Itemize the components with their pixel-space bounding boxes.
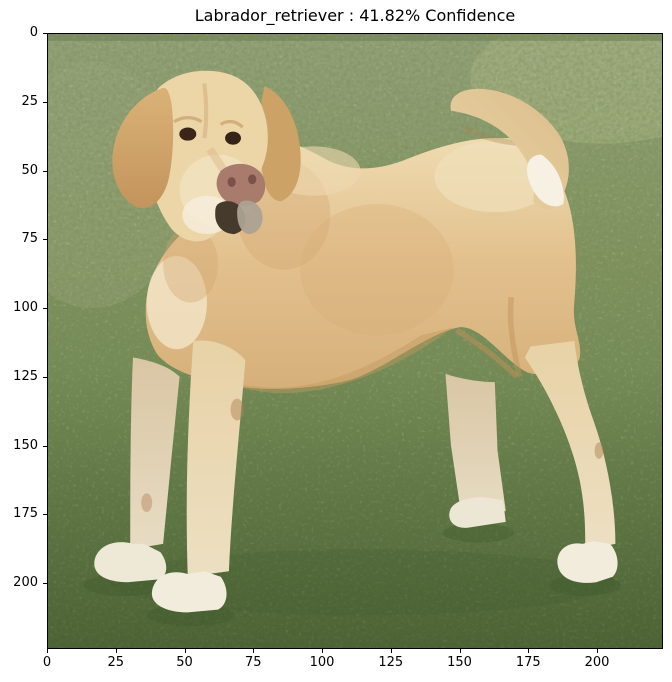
y-tick-mark: [43, 101, 47, 103]
y-tick-mark: [43, 376, 47, 378]
y-tick-label: 50: [21, 162, 38, 178]
y-tick-label: 75: [21, 231, 38, 247]
y-tick-mark: [43, 514, 47, 516]
plot-area: [47, 33, 663, 649]
x-tick-label: 25: [107, 655, 125, 670]
y-tick-mark: [43, 445, 47, 447]
dog-near-ear: [112, 87, 174, 209]
y-tick-label: 0: [29, 25, 38, 40]
x-tick-label: 200: [584, 655, 610, 670]
y-tick-mark: [43, 170, 47, 172]
x-tick-label: 175: [515, 655, 541, 670]
y-tick-mark: [43, 583, 47, 584]
x-tick-label: 150: [447, 655, 472, 670]
x-tick-mark: [597, 649, 598, 653]
y-tick-label: 25: [21, 93, 38, 109]
dog-right-eye: [179, 127, 197, 141]
x-tick-mark: [47, 649, 48, 653]
y-tick-label: 150: [13, 437, 38, 453]
x-tick-mark: [253, 649, 255, 653]
dog-tail: [450, 88, 569, 210]
dog-far-ear: [260, 86, 301, 202]
y-tick-mark: [43, 308, 47, 309]
x-tick-mark: [459, 649, 461, 653]
dog-face: [173, 115, 266, 235]
dog-photo-image: [48, 34, 662, 648]
x-tick-label: 100: [309, 655, 335, 670]
x-tick-mark: [322, 649, 323, 653]
y-tick-label: 125: [13, 368, 38, 384]
x-tick-label: 125: [378, 655, 404, 670]
y-tick-label: 100: [13, 300, 38, 315]
y-tick-mark: [43, 239, 47, 241]
x-tick-mark: [390, 649, 392, 653]
x-tick-mark: [115, 649, 117, 653]
dog-near-legs: [141, 340, 618, 613]
x-tick-mark: [528, 649, 530, 653]
x-tick-mark: [184, 649, 186, 653]
y-tick-label: 200: [13, 575, 38, 590]
dog-nose: [216, 163, 266, 206]
plot-title: Labrador_retriever : 41.82% Confidence: [194, 6, 516, 25]
x-tick-label: 0: [42, 655, 52, 670]
x-tick-label: 50: [176, 655, 193, 670]
dog-left-eye: [225, 131, 241, 145]
dog-far-legs: [94, 357, 506, 583]
y-tick-mark: [43, 33, 47, 34]
y-tick-label: 175: [13, 506, 38, 522]
x-tick-label: 75: [244, 655, 262, 670]
